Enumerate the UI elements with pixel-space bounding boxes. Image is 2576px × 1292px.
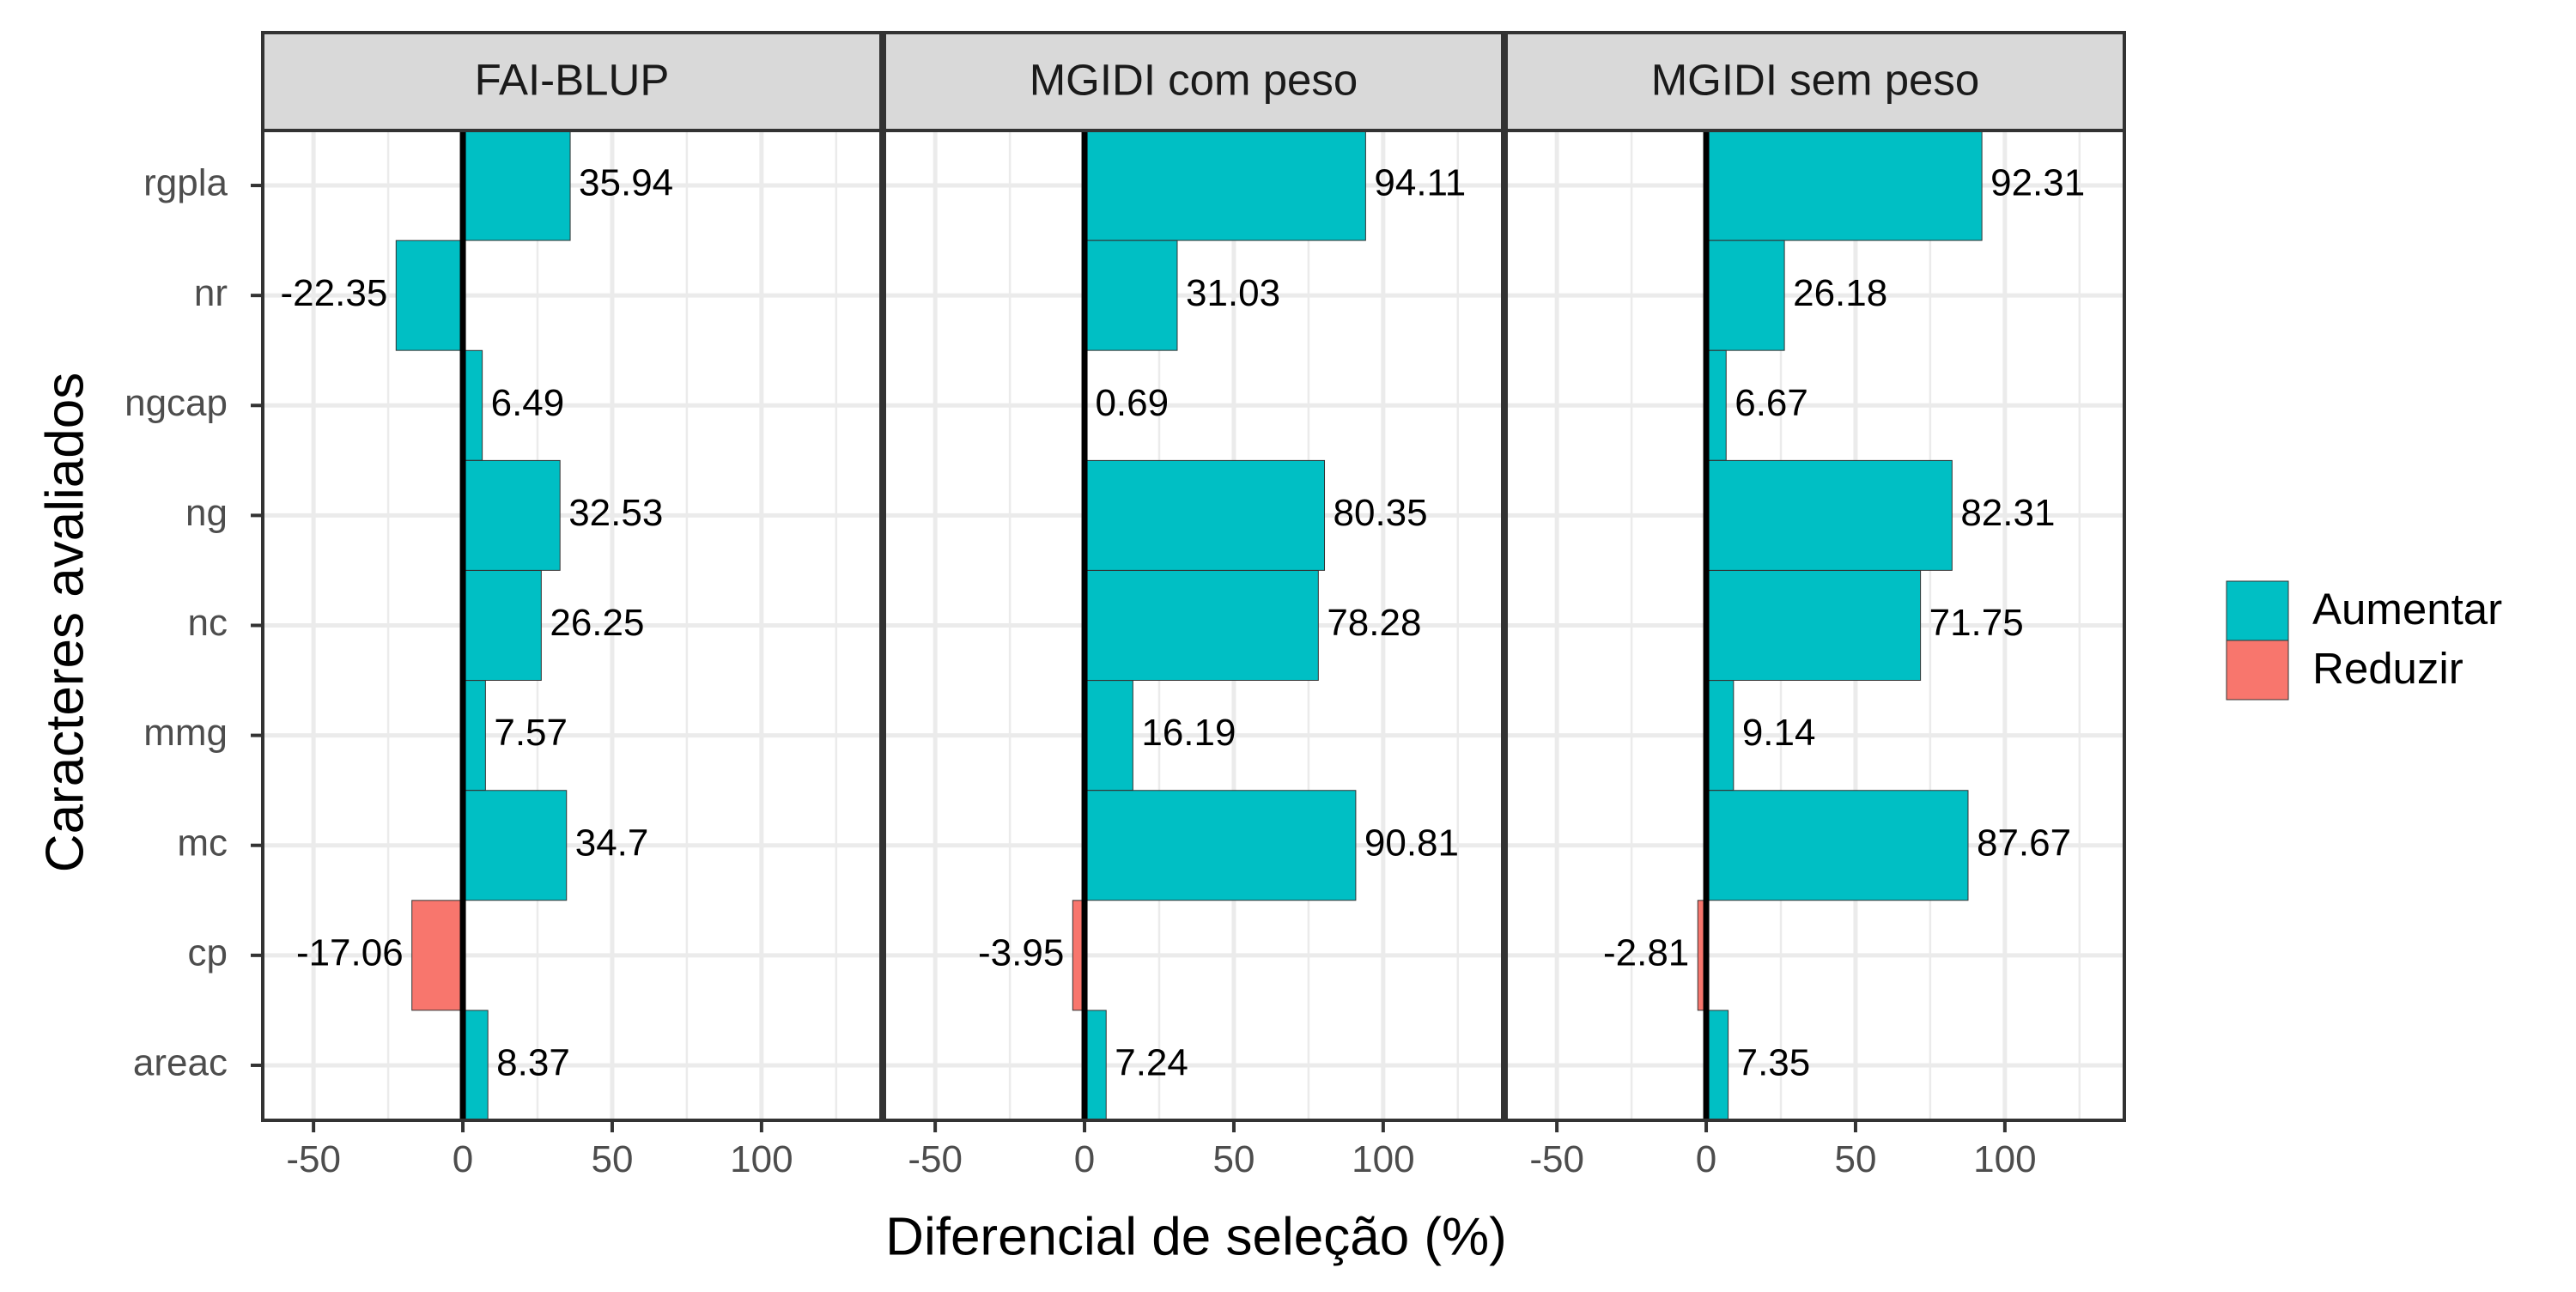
bar-nr [1705, 240, 1785, 351]
bar-ng [462, 459, 561, 571]
legend-label-reduzir: Reduzir [2312, 644, 2464, 693]
data-label-mc: 34.7 [575, 822, 649, 864]
facet-title: MGIDI sem peso [1651, 55, 1980, 104]
data-label-cp: -2.81 [1603, 931, 1689, 974]
bar-ng [1705, 459, 1953, 571]
bar-cp [411, 900, 464, 1011]
data-label-cp: -17.06 [296, 931, 404, 974]
panel-border [883, 129, 1504, 1122]
x-tick-label: -50 [1529, 1138, 1584, 1180]
data-label-ng: 82.31 [1960, 492, 2055, 534]
bar-mmg [1084, 680, 1133, 792]
facet-title: FAI-BLUP [475, 55, 670, 104]
bar-nc [1084, 570, 1319, 681]
x-tick-label: 100 [730, 1138, 793, 1180]
bar-mmg [1705, 680, 1735, 792]
bar-rgpla [1705, 130, 1983, 241]
bar-mc [1705, 790, 1969, 901]
data-label-mmg: 16.19 [1141, 712, 1236, 754]
bar-nr [1084, 240, 1178, 351]
data-label-nc: 78.28 [1327, 602, 1421, 644]
y-tick-label-ng: ng [185, 492, 228, 534]
data-label-mc: 90.81 [1364, 822, 1459, 864]
bar-mmg [462, 680, 486, 792]
x-tick-label: 50 [1834, 1138, 1876, 1180]
bar-rgpla [462, 130, 571, 241]
bar-nc [1705, 570, 1922, 681]
bar-nr [395, 240, 464, 351]
facet-title: MGIDI com peso [1030, 55, 1358, 104]
bar-rgpla [1084, 130, 1366, 241]
y-tick-label-mmg: mmg [143, 712, 228, 754]
data-label-ng: 80.35 [1334, 492, 1428, 534]
data-label-ng: 32.53 [568, 492, 663, 534]
data-label-ngcap: 6.49 [491, 382, 565, 424]
data-label-nc: 71.75 [1929, 602, 2024, 644]
y-tick-label-cp: cp [188, 931, 228, 974]
data-label-cp: -3.95 [978, 931, 1064, 974]
data-label-nr: -22.35 [281, 272, 388, 314]
data-label-rgpla: 35.94 [579, 162, 673, 204]
panel-border [1504, 129, 2126, 1122]
x-axis-title: Diferencial de seleção (%) [885, 1207, 1507, 1266]
bar-ng [1084, 459, 1326, 571]
facet-strip [1504, 31, 2126, 132]
x-tick-label: 100 [1352, 1138, 1414, 1180]
x-tick-label: 100 [1973, 1138, 2036, 1180]
y-axis-title: Caracteres avaliados [35, 373, 94, 872]
x-tick-label: -50 [908, 1138, 963, 1180]
data-label-rgpla: 94.11 [1374, 162, 1466, 204]
facet-strip [883, 31, 1504, 132]
bar-mc [462, 790, 568, 901]
data-label-mmg: 9.14 [1742, 712, 1816, 754]
bar-nc [462, 570, 542, 681]
data-label-areac: 7.35 [1737, 1042, 1811, 1084]
data-label-ngcap: 6.67 [1735, 382, 1808, 424]
y-tick-label-nr: nr [194, 272, 228, 314]
x-tick-label: -50 [286, 1138, 341, 1180]
y-tick-label-mc: mc [177, 822, 228, 864]
data-label-areac: 7.24 [1115, 1042, 1188, 1084]
bar-areac [1084, 1010, 1107, 1121]
facet-strip [261, 31, 883, 132]
data-label-mc: 87.67 [1977, 822, 2071, 864]
x-tick-label: 50 [1212, 1138, 1255, 1180]
legend-label-aumentar: Aumentar [2312, 585, 2502, 634]
y-tick-label-areac: areac [133, 1042, 228, 1084]
data-label-nr: 26.18 [1793, 272, 1887, 314]
x-tick-label: 50 [591, 1138, 633, 1180]
data-label-mmg: 7.57 [494, 712, 568, 754]
bar-areac [1705, 1010, 1729, 1121]
y-tick-label-nc: nc [188, 602, 228, 644]
data-label-ngcap: 0.69 [1095, 382, 1169, 424]
bar-areac [462, 1010, 489, 1121]
x-tick-label: 0 [1074, 1138, 1095, 1180]
data-label-nr: 31.03 [1186, 272, 1280, 314]
x-tick-label: 0 [453, 1138, 473, 1180]
data-label-areac: 8.37 [496, 1042, 570, 1084]
legend-key-reduzir [2226, 640, 2289, 701]
legend-key-aumentar [2226, 580, 2289, 641]
y-tick-label-rgpla: rgpla [143, 162, 228, 204]
bar-mc [1084, 790, 1357, 901]
data-label-rgpla: 92.31 [1990, 162, 2085, 204]
data-label-nc: 26.25 [550, 602, 644, 644]
x-tick-label: 0 [1696, 1138, 1716, 1180]
y-tick-label-ngcap: ngcap [125, 382, 228, 424]
